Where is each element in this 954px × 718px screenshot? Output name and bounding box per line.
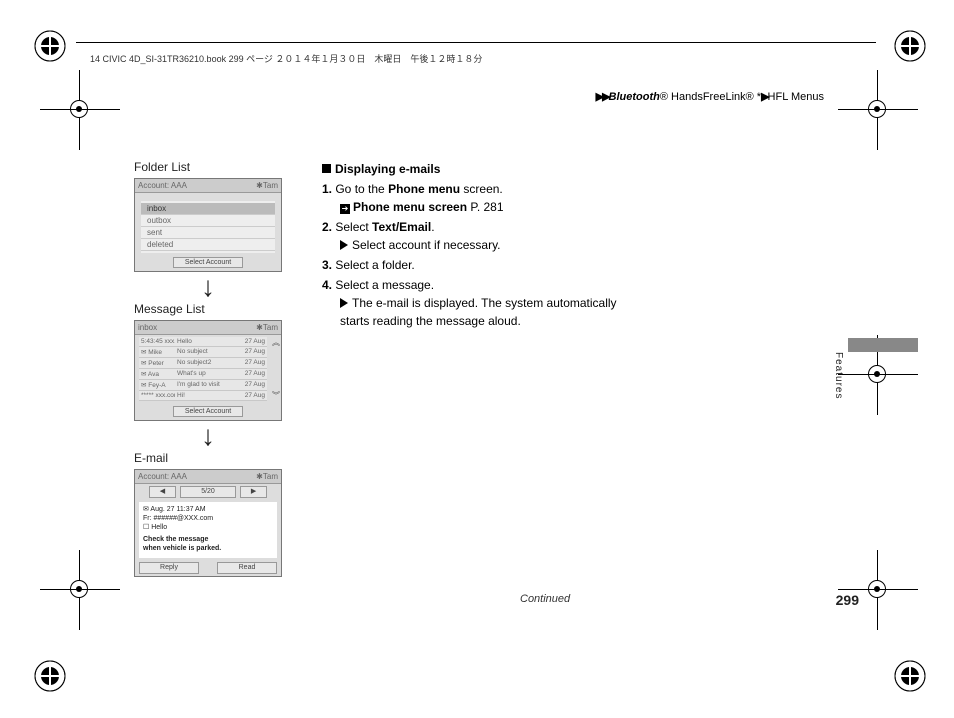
- continued-label: Continued: [520, 593, 570, 605]
- select-account-button[interactable]: Select Account: [173, 257, 243, 268]
- message-list-label: Message List: [134, 302, 292, 316]
- square-bullet-icon: [322, 164, 331, 173]
- reg-mark-tr: [892, 28, 928, 64]
- page-indicator: 5/20: [180, 486, 236, 498]
- read-button[interactable]: Read: [217, 562, 277, 574]
- email-date: ✉ Aug. 27 11:37 AM: [143, 506, 273, 515]
- next-button[interactable]: ▶: [240, 486, 267, 498]
- folder-row[interactable]: inbox: [141, 203, 275, 215]
- account-label: Account: AAA: [138, 181, 187, 190]
- prev-button[interactable]: ◀: [149, 486, 176, 498]
- folder-row[interactable]: sent: [141, 227, 275, 239]
- email-body: Check the message: [143, 536, 273, 545]
- select-account-button[interactable]: Select Account: [173, 406, 243, 417]
- clock-icon: ✱Tam: [256, 181, 278, 190]
- triangle-icon: [340, 240, 348, 250]
- folder-list-label: Folder List: [134, 160, 292, 174]
- cross-mark: [858, 90, 898, 130]
- email-body: when vehicle is parked.: [143, 545, 273, 554]
- message-row[interactable]: ✉ PeterNo subject227 Aug: [139, 358, 267, 369]
- scroll-arrows[interactable]: ︽︾: [271, 335, 281, 403]
- section-heading: Displaying e-mails: [335, 162, 440, 176]
- email-label: E-mail: [134, 451, 292, 465]
- page-number: 299: [836, 592, 859, 608]
- email-screen: Account: AAA ✱Tam ◀ 5/20 ▶ ✉ Aug. 27 11:…: [134, 469, 282, 577]
- cross-mark: [60, 570, 100, 610]
- cross-mark: [858, 355, 898, 395]
- message-row[interactable]: ✉ MikeNo subject27 Aug: [139, 347, 267, 358]
- cross-mark: [60, 90, 100, 130]
- side-tab: [848, 338, 918, 352]
- reg-mark-br: [892, 658, 928, 694]
- cross-mark: [858, 570, 898, 610]
- down-arrow-icon: ↓: [134, 423, 282, 449]
- clock-icon: ✱Tam: [256, 472, 278, 481]
- message-row[interactable]: ***** xxx.comHi!27 Aug: [139, 391, 267, 401]
- folder-row[interactable]: deleted: [141, 239, 275, 251]
- triangle-icon: [340, 298, 348, 308]
- email-from: Fr: ######@XXX.com: [143, 515, 273, 524]
- top-rule: [76, 42, 876, 43]
- instructions: Displaying e-mails 1. Go to the Phone me…: [322, 160, 622, 330]
- breadcrumb: ▶▶Bluetooth® HandsFreeLink® *▶HFL Menus: [596, 90, 824, 103]
- message-row[interactable]: 5:43:45 xxx.comHello27 Aug: [139, 337, 267, 347]
- book-meta: 14 CIVIC 4D_SI-31TR36210.book 299 ページ ２０…: [90, 52, 482, 65]
- reg-mark-tl: [32, 28, 68, 64]
- account-label: Account: AAA: [138, 472, 187, 481]
- inbox-label: inbox: [138, 323, 157, 332]
- side-tab-label: Features: [833, 352, 844, 399]
- message-row[interactable]: ✉ AvaWhat's up27 Aug: [139, 369, 267, 380]
- clock-icon: ✱Tam: [256, 323, 278, 332]
- down-arrow-icon: ↓: [134, 274, 282, 300]
- folder-list-screen: Account: AAA ✱Tam inbox outbox sent dele…: [134, 178, 282, 272]
- email-subject: ☐ Hello: [143, 524, 273, 533]
- reg-mark-bl: [32, 658, 68, 694]
- link-icon: ➔: [340, 204, 350, 214]
- message-list-screen: inbox ✱Tam 5:43:45 xxx.comHello27 Aug ✉ …: [134, 320, 282, 421]
- folder-row[interactable]: outbox: [141, 215, 275, 227]
- message-row[interactable]: ✉ Fey-AI'm glad to visit27 Aug: [139, 380, 267, 391]
- reply-button[interactable]: Reply: [139, 562, 199, 574]
